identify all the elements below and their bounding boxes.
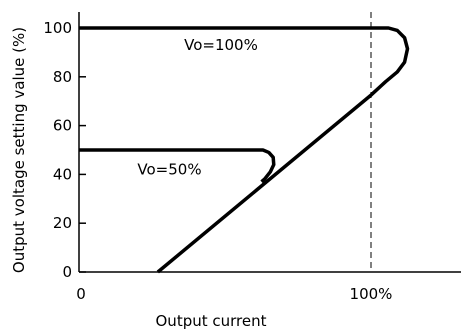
series-group: Vo=100% Vo=50%	[79, 26, 410, 274]
x-ticks: 0 100%	[76, 285, 392, 303]
y-tick-label: 40	[53, 165, 72, 183]
series-annotation-1: Vo=100%	[184, 36, 258, 54]
series-line-1	[79, 26, 410, 274]
y-tick-label: 100	[43, 19, 72, 37]
y-tick-label: 60	[53, 117, 72, 135]
x-tick-label: 100%	[350, 285, 393, 303]
x-tick-label: 0	[76, 285, 86, 303]
y-axis-label: Output voltage setting value (%)	[10, 27, 28, 273]
x-axis-label: Output current	[156, 312, 267, 330]
series-annotation-2: Vo=50%	[137, 160, 201, 178]
y-tick-label: 80	[53, 68, 72, 86]
y-ticks: 0 20 40 60 80 100	[43, 19, 86, 281]
y-tick-label: 20	[53, 214, 72, 232]
series-line-2	[79, 148, 276, 184]
y-tick-label: 0	[62, 263, 72, 281]
